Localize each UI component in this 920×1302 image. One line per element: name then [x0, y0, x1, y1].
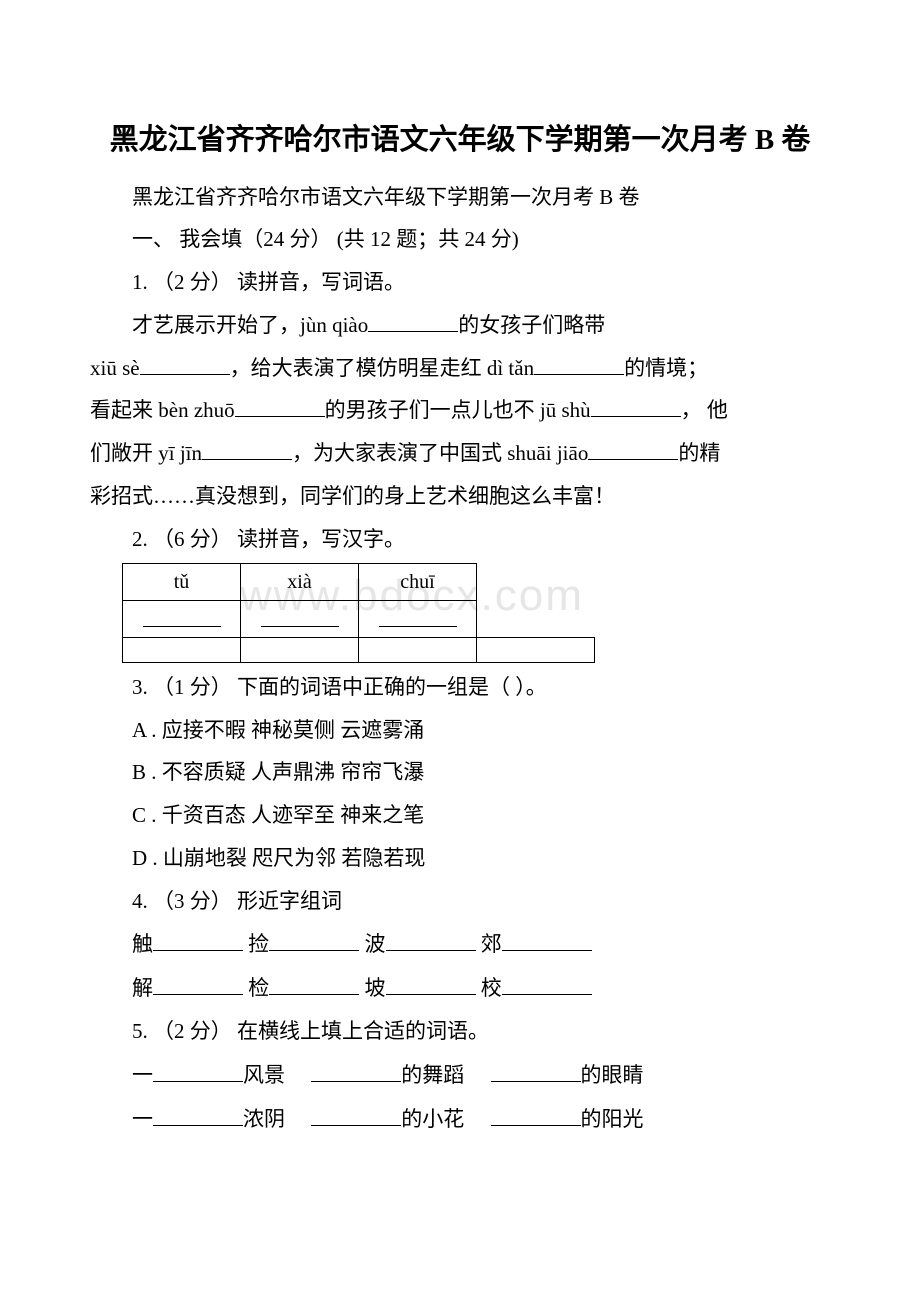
q5-head: 5. （2 分） 在横线上填上合适的词语。 — [90, 1013, 830, 1050]
table-cell — [123, 637, 241, 662]
char: 波 — [365, 932, 386, 956]
blank — [386, 973, 476, 995]
table-cell — [359, 637, 477, 662]
blank — [491, 1104, 581, 1126]
pinyin-table: tǔ xià chuī — [122, 563, 595, 663]
q3-option-b: B . 不容质疑 人声鼎沸 帘帘飞瀑 — [90, 754, 830, 791]
blank — [153, 1060, 243, 1082]
q1-body: 看起来 bèn zhuō 的男孩子们一点儿也不 jū shù ， 他 — [90, 392, 830, 429]
char: 一 — [132, 1063, 153, 1087]
table-cell — [123, 601, 241, 638]
blank — [269, 929, 359, 951]
table-cell — [477, 637, 595, 662]
q1-text: 的男孩子们一点儿也不 jū shù — [325, 398, 591, 422]
q1-text: 的女孩子们略带 — [458, 313, 605, 337]
q1-text: ， 他 — [681, 398, 728, 422]
q1-body: 彩招式……真没想到，同学们的身上艺术细胞这么丰富！ — [90, 478, 830, 515]
char: 解 — [132, 976, 153, 1000]
char: 一 — [132, 1107, 153, 1131]
blank — [202, 438, 292, 460]
q1-text: ，为大家表演了中国式 shuāi jiāo — [292, 441, 588, 465]
blank — [534, 353, 624, 375]
q1-text: 的情境； — [624, 356, 708, 380]
word: 的舞蹈 — [401, 1063, 464, 1087]
q1-text: ，给大表演了模仿明星走红 dì tǎn — [230, 356, 535, 380]
q1-text: 看起来 bèn zhuō — [90, 398, 235, 422]
blank — [502, 929, 592, 951]
table-cell — [359, 601, 477, 638]
word: 的眼睛 — [581, 1063, 644, 1087]
q1-head: 1. （2 分） 读拼音，写词语。 — [90, 264, 830, 301]
blank — [491, 1060, 581, 1082]
word: 风景 — [243, 1063, 285, 1087]
blank — [153, 973, 243, 995]
q5-row2: 一 浓阴 的小花 的阳光 — [90, 1100, 830, 1140]
q3-option-d: D . 山崩地裂 咫尺为邻 若隐若现 — [90, 840, 830, 877]
char: 触 — [132, 932, 153, 956]
blank — [502, 973, 592, 995]
q1-text: xiū sè — [90, 356, 140, 380]
char: 捡 — [248, 932, 269, 956]
q5-row1: 一 风景 的舞蹈 的眼睛 — [90, 1056, 830, 1096]
blank — [311, 1060, 401, 1082]
q1-body: xiū sè ，给大表演了模仿明星走红 dì tǎn 的情境； — [90, 350, 830, 387]
blank — [588, 438, 678, 460]
char: 坡 — [365, 976, 386, 1000]
section-heading: 一、 我会填（24 分） (共 12 题；共 24 分) — [90, 221, 830, 258]
q1-body: 们敞开 yī jīn ，为大家表演了中国式 shuāi jiāo 的精 — [90, 435, 830, 472]
blank — [269, 973, 359, 995]
blank — [591, 395, 681, 417]
blank — [379, 606, 457, 627]
blank — [153, 929, 243, 951]
table-cell: tǔ — [123, 564, 241, 601]
q1-text: 才艺展示开始了，jùn qiào — [132, 313, 368, 337]
q3-head: 3. （1 分） 下面的词语中正确的一组是（ ）。 — [90, 669, 830, 706]
table-cell — [241, 637, 359, 662]
q1-text: 们敞开 yī jīn — [90, 441, 202, 465]
blank — [261, 606, 339, 627]
table-cell: chuī — [359, 564, 477, 601]
char: 检 — [248, 976, 269, 1000]
blank — [153, 1104, 243, 1126]
q3-option-c: C . 千资百态 人迹罕至 神来之笔 — [90, 797, 830, 834]
table-cell — [241, 601, 359, 638]
word: 的阳光 — [581, 1107, 644, 1131]
table-cell: xià — [241, 564, 359, 601]
word: 浓阴 — [243, 1107, 285, 1131]
q3-option-a: A . 应接不暇 神秘莫侧 云遮雾涌 — [90, 712, 830, 749]
char: 郊 — [481, 932, 502, 956]
blank — [143, 606, 221, 627]
blank — [140, 353, 230, 375]
word: 的小花 — [401, 1107, 464, 1131]
subtitle: 黑龙江省齐齐哈尔市语文六年级下学期第一次月考 B 卷 — [90, 179, 830, 216]
blank — [368, 310, 458, 332]
table-cell — [477, 601, 595, 638]
blank — [235, 395, 325, 417]
blank — [386, 929, 476, 951]
q4-row1: 触 捡 波 郊 — [90, 925, 830, 965]
q2-head: 2. （6 分） 读拼音，写汉字。 — [90, 521, 830, 558]
table-cell — [477, 564, 595, 601]
blank — [311, 1104, 401, 1126]
q1-text: 的精 — [678, 441, 720, 465]
page-title: 黑龙江省齐齐哈尔市语文六年级下学期第一次月考 B 卷 — [90, 120, 830, 161]
q4-head: 4. （3 分） 形近字组词 — [90, 883, 830, 920]
q4-row2: 解 检 坡 校 — [90, 969, 830, 1009]
char: 校 — [481, 976, 502, 1000]
q1-body: 才艺展示开始了，jùn qiào 的女孩子们略带 — [90, 307, 830, 344]
